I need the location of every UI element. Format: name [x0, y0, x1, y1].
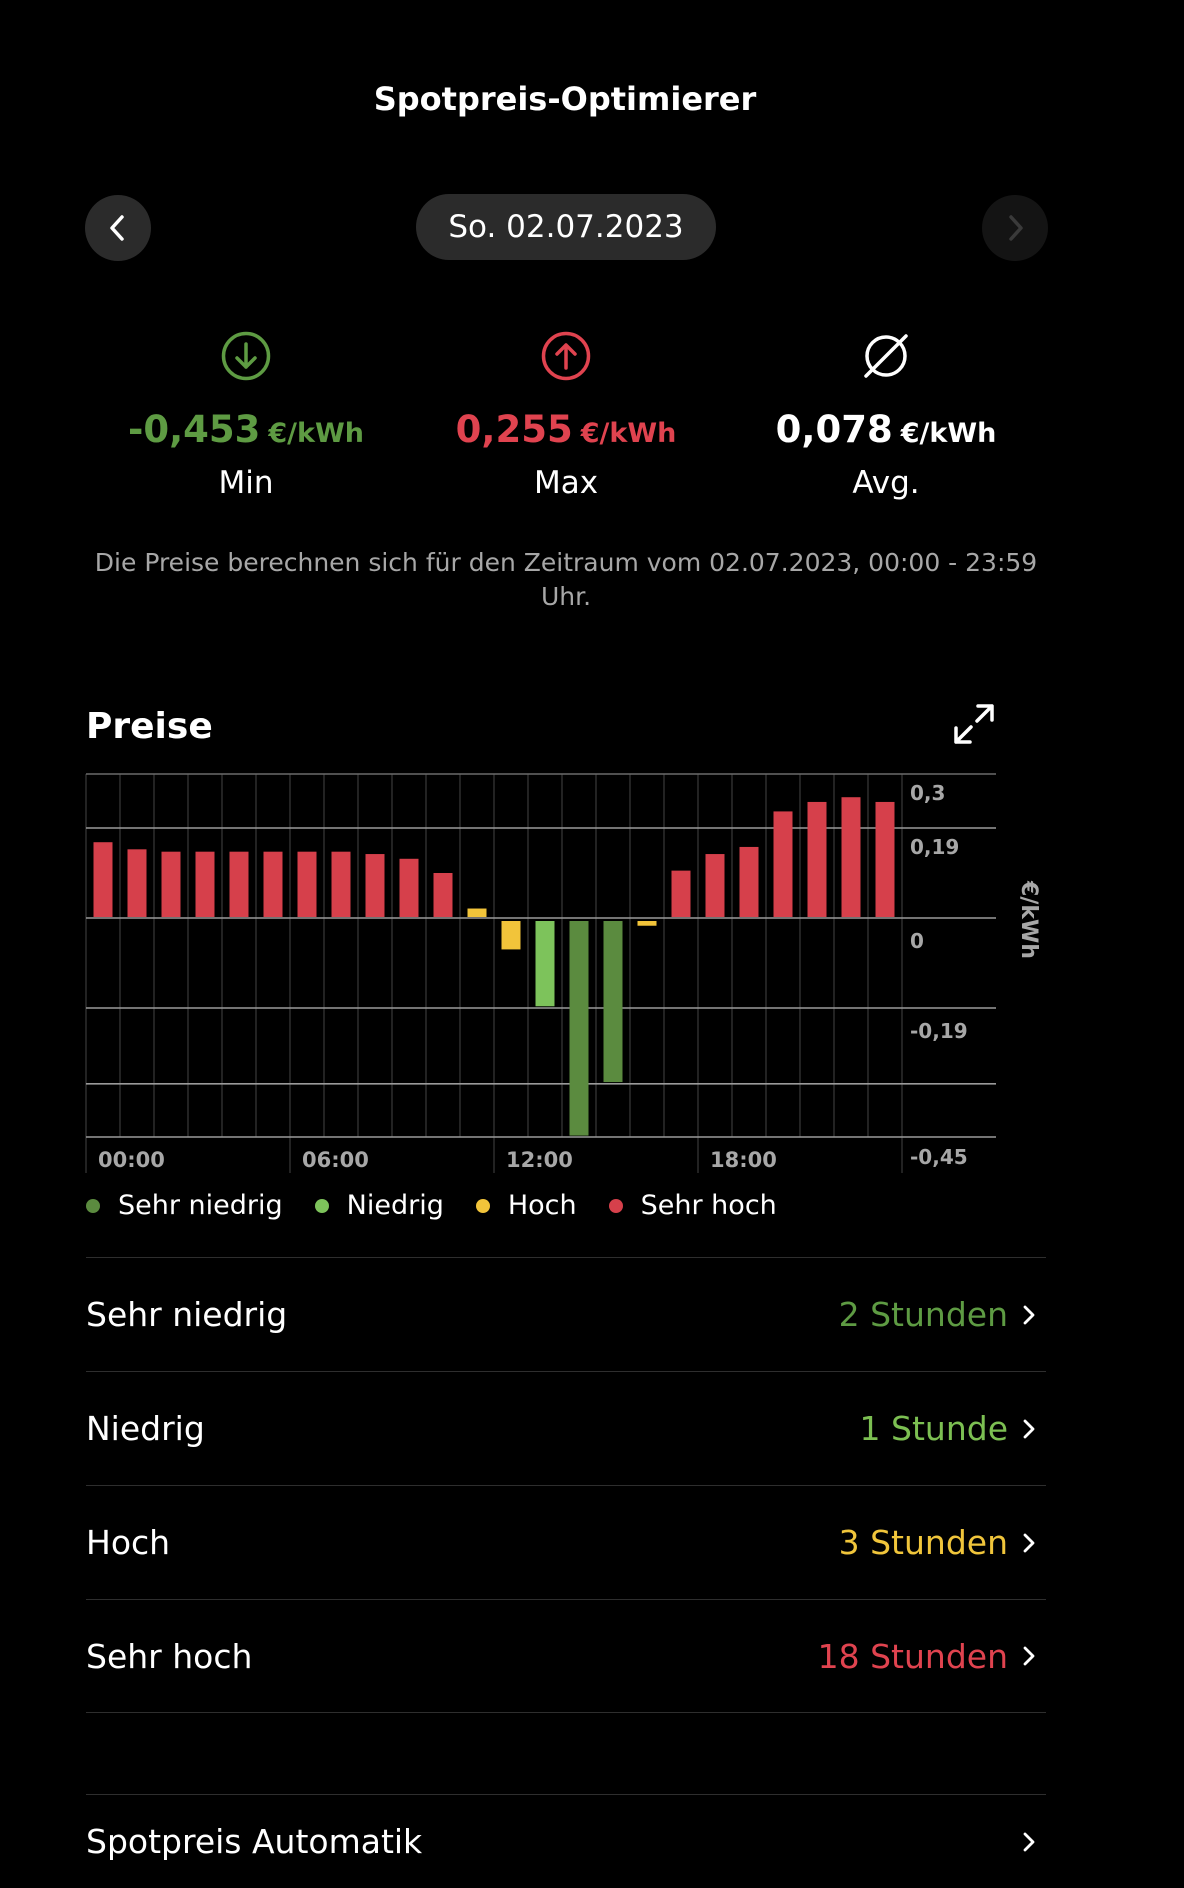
- price-chart: 00:00 06:00 12:00 18:00 0,3 0,19 0 -0,19 -0,45 €/…: [85, 773, 1041, 1173]
- chart-grid: [85, 773, 996, 1173]
- legend-label: Hoch: [507, 1190, 577, 1221]
- category-hours: 1 Stunde: [859, 1409, 1008, 1448]
- chart-bar[interactable]: [297, 851, 317, 917]
- chart-bar[interactable]: [875, 801, 895, 917]
- chart-bars: [93, 797, 895, 1136]
- expand-chart-button[interactable]: [952, 702, 996, 750]
- avg-price-unit: €/kWh: [900, 418, 997, 449]
- legend-item: Hoch: [475, 1190, 577, 1221]
- chart-bar[interactable]: [195, 851, 215, 917]
- chevron-right-icon: [1023, 1832, 1035, 1851]
- category-list: Sehr niedrig 2 Stunden Niedrig 1 Stunde …: [86, 1257, 1046, 1713]
- category-hours: 3 Stunden: [838, 1523, 1008, 1562]
- chevron-right-icon: [1023, 1419, 1035, 1438]
- chart-bar[interactable]: [535, 921, 555, 1007]
- category-label: Niedrig: [86, 1409, 205, 1448]
- chart-bar[interactable]: [501, 921, 521, 950]
- legend-dot: [475, 1198, 490, 1213]
- chart-bar[interactable]: [93, 842, 113, 917]
- chevron-right-icon: [1023, 1646, 1035, 1666]
- legend-item: Sehr hoch: [608, 1190, 777, 1221]
- chart-bar[interactable]: [399, 858, 419, 917]
- chevron-left-icon: [110, 215, 124, 241]
- chart-bar[interactable]: [161, 851, 181, 917]
- legend-dot: [608, 1198, 623, 1213]
- spotpreis-automatik-row[interactable]: Spotpreis Automatik: [86, 1794, 1046, 1888]
- category-hours: 2 Stunden: [838, 1295, 1008, 1334]
- chevron-right-icon: [1023, 1305, 1035, 1324]
- chart-legend: Sehr niedrig Niedrig Hoch Sehr hoch: [86, 1190, 809, 1221]
- chart-bar[interactable]: [433, 873, 453, 917]
- arrow-down-circle-icon: [221, 331, 271, 381]
- legend-item: Sehr niedrig: [86, 1190, 283, 1221]
- chart-bar[interactable]: [467, 908, 487, 917]
- y-tick-label: 0: [910, 929, 924, 953]
- legend-dot: [314, 1198, 329, 1213]
- y-tick-label: 0,3: [910, 781, 945, 805]
- period-info-text: Die Preise berechnen sich für den Zeitra…: [94, 548, 1038, 611]
- chart-bar[interactable]: [569, 921, 589, 1136]
- page-title: Spotpreis-Optimierer: [373, 80, 757, 118]
- max-price-value: 0,255: [455, 408, 573, 451]
- category-row-niedrig[interactable]: Niedrig 1 Stunde: [86, 1371, 1046, 1485]
- min-price-unit: €/kWh: [268, 418, 364, 449]
- chart-bar[interactable]: [807, 801, 827, 917]
- category-row-hoch[interactable]: Hoch 3 Stunden: [86, 1485, 1046, 1599]
- avg-price-value: 0,078: [775, 408, 893, 451]
- chart-bar[interactable]: [263, 851, 283, 917]
- category-row-sehr-hoch[interactable]: Sehr hoch 18 Stunden: [86, 1599, 1046, 1713]
- chart-bar[interactable]: [637, 921, 657, 926]
- x-tick-label: 06:00: [302, 1148, 369, 1172]
- x-tick-label: 00:00: [98, 1148, 165, 1172]
- legend-item: Niedrig: [314, 1190, 444, 1221]
- chevron-right-icon: [1009, 215, 1023, 241]
- category-row-sehr-niedrig[interactable]: Sehr niedrig 2 Stunden: [86, 1257, 1046, 1371]
- legend-label: Sehr niedrig: [118, 1190, 283, 1221]
- previous-day-button[interactable]: [85, 195, 151, 261]
- category-hours: 18 Stunden: [817, 1636, 1008, 1676]
- min-price-value: -0,453: [128, 408, 261, 451]
- chart-bar[interactable]: [229, 851, 249, 917]
- chart-labels: 00:00 06:00 12:00 18:00 0,3 0,19 0 -0,19 -0,45 €/…: [98, 781, 1041, 1172]
- y-tick-label: 0,19: [910, 835, 959, 859]
- arrow-up-circle-icon: [541, 331, 591, 381]
- category-label: Hoch: [86, 1523, 171, 1562]
- chart-bar[interactable]: [127, 849, 147, 917]
- chart-bar[interactable]: [365, 854, 385, 917]
- min-price-label: Min: [218, 465, 274, 501]
- y-tick-label: -0,19: [910, 1019, 968, 1043]
- next-day-button[interactable]: [982, 195, 1048, 261]
- max-price-unit: €/kWh: [580, 418, 677, 449]
- expand-icon: [954, 704, 994, 744]
- max-price-label: Max: [533, 465, 599, 501]
- category-label: Sehr niedrig: [86, 1295, 288, 1334]
- automatik-label: Spotpreis Automatik: [86, 1822, 423, 1861]
- x-tick-label: 12:00: [506, 1148, 573, 1172]
- chart-bar[interactable]: [841, 797, 861, 917]
- category-label: Sehr hoch: [86, 1636, 253, 1676]
- y-tick-label: -0,45: [910, 1145, 968, 1169]
- chart-title: Preise: [86, 706, 213, 747]
- chart-bar[interactable]: [603, 921, 623, 1083]
- y-axis-title: €/kWh: [1016, 880, 1041, 959]
- chevron-right-icon: [1023, 1533, 1035, 1552]
- average-diameter-icon: [864, 334, 908, 378]
- legend-label: Niedrig: [346, 1190, 444, 1221]
- avg-price-stat: 0,078 €/kWh Avg.: [726, 330, 1046, 501]
- min-price-stat: -0,453 €/kWh Min: [86, 330, 406, 501]
- date-selector[interactable]: So. 02.07.2023: [416, 194, 716, 260]
- legend-dot: [86, 1198, 100, 1213]
- chart-bar[interactable]: [671, 870, 691, 917]
- chart-bar[interactable]: [739, 846, 759, 917]
- avg-price-label: Avg.: [852, 465, 920, 501]
- chart-bar[interactable]: [773, 811, 793, 917]
- x-tick-label: 18:00: [710, 1148, 777, 1172]
- chart-bar[interactable]: [705, 854, 725, 917]
- chart-bar[interactable]: [331, 851, 351, 917]
- legend-label: Sehr hoch: [640, 1190, 777, 1221]
- max-price-stat: 0,255 €/kWh Max: [406, 330, 726, 501]
